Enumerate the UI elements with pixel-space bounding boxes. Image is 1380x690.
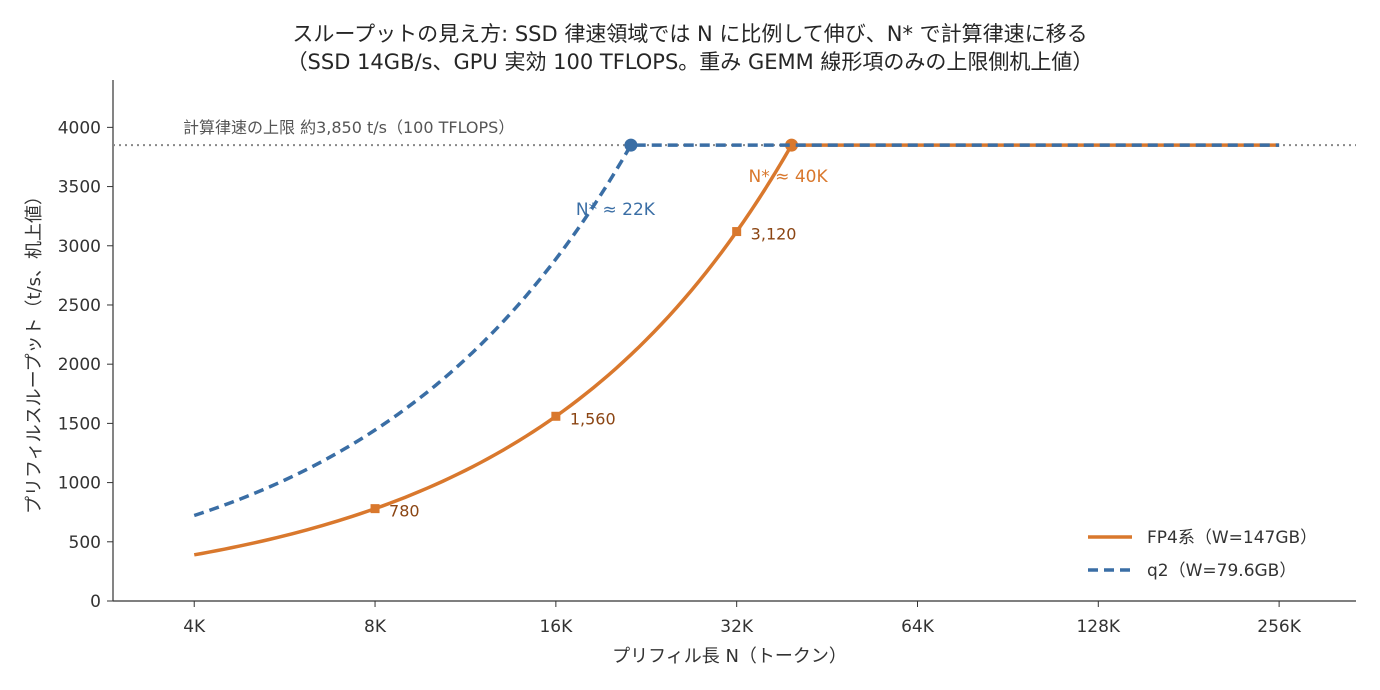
x-tick-label: 16K bbox=[539, 617, 573, 637]
chart-subtitle: （SSD 14GB/s、GPU 実効 100 TFLOPS。重み GEMM 線形… bbox=[286, 50, 1094, 74]
x-tick-label: 8K bbox=[364, 617, 387, 637]
y-tick-label: 3500 bbox=[58, 178, 101, 198]
labels-layer: 780 1,560 3,120 N* ≈ 40K N* ≈ 22K bbox=[389, 167, 828, 521]
q2-series-transition-label: N* ≈ 22K bbox=[576, 200, 656, 220]
y-tick-label: 1000 bbox=[58, 474, 101, 494]
y-tick-label: 2500 bbox=[58, 296, 101, 316]
x-tick-label: 128K bbox=[1076, 617, 1120, 637]
fp4-series-marker bbox=[732, 227, 742, 237]
ceiling-layer: 計算律速の上限 約3,850 t/s（100 TFLOPS） bbox=[113, 118, 1356, 147]
x-tick-label: 32K bbox=[720, 617, 754, 637]
fp4-series-transition-label: N* ≈ 40K bbox=[749, 167, 829, 187]
x-tick-label: 64K bbox=[901, 617, 935, 637]
axes-layer: 0 500 1000 1500 2000 2500 3000 3500 4000 4K 8K 16K 3… bbox=[24, 80, 1356, 667]
y-tick-label: 0 bbox=[90, 592, 101, 612]
y-tick-label: 1500 bbox=[58, 414, 101, 434]
fp4-series-transition-point bbox=[785, 138, 799, 152]
x-tick-label: 256K bbox=[1257, 617, 1301, 637]
y-axis-label: プリフィルスループット（t/s、机上値） bbox=[24, 187, 45, 514]
y-tick-label: 4000 bbox=[58, 118, 101, 138]
x-axis-label: プリフィル長 N（トークン） bbox=[612, 646, 847, 667]
fp4-series-marker bbox=[551, 411, 561, 421]
fp4-series-marker-label: 780 bbox=[389, 502, 420, 521]
q2-series-line bbox=[193, 143, 1280, 518]
compute-ceiling-label: 計算律速の上限 約3,850 t/s（100 TFLOPS） bbox=[183, 118, 514, 137]
q2-series-transition-point bbox=[624, 138, 638, 152]
y-tick-label: 3000 bbox=[58, 237, 101, 257]
y-tick-label: 2000 bbox=[58, 355, 101, 375]
chart-title: スループットの見え方: SSD 律速領域では N に比例して伸び、N* で計算律… bbox=[292, 22, 1088, 46]
legend: FP4系（W=147GB） q2（W=79.6GB） bbox=[1088, 528, 1317, 581]
y-tick-label: 500 bbox=[69, 533, 101, 553]
x-tick-label: 4K bbox=[183, 617, 206, 637]
legend-label-0: FP4系（W=147GB） bbox=[1147, 528, 1317, 548]
series-layer bbox=[193, 138, 1280, 557]
fp4-series-marker bbox=[370, 504, 380, 514]
fp4-series-line bbox=[193, 143, 1280, 557]
fp4-series-marker-label: 3,120 bbox=[751, 225, 797, 244]
legend-label-1: q2（W=79.6GB） bbox=[1147, 561, 1296, 581]
fp4-series-marker-label: 1,560 bbox=[570, 409, 616, 428]
